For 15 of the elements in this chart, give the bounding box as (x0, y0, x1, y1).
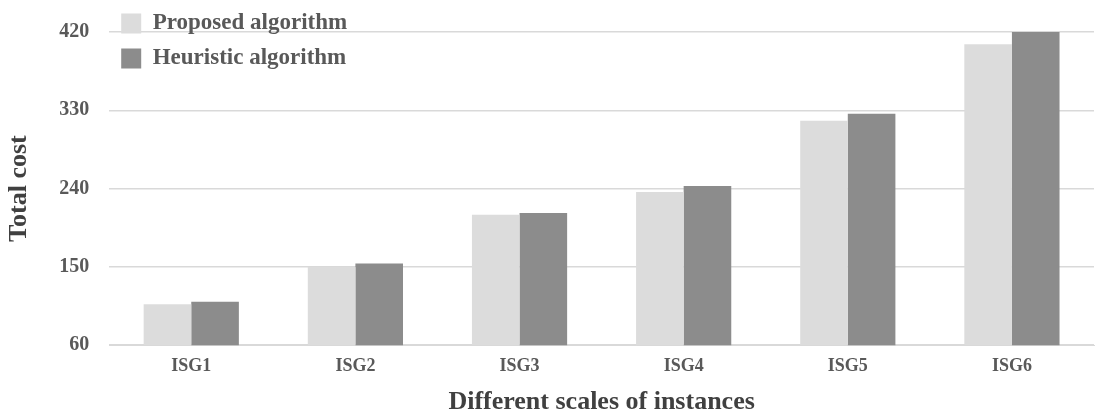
x-tick-label: ISG1 (171, 354, 212, 375)
y-tick-label: 420 (59, 19, 90, 42)
legend-label: Proposed algorithm (152, 9, 348, 35)
x-tick-label: ISG6 (991, 354, 1032, 375)
x-tick-label: ISG3 (499, 354, 540, 375)
legend-label: Heuristic algorithm (152, 44, 347, 70)
x-axis-title: Different scales of instances (448, 386, 755, 416)
x-tick-label: ISG5 (827, 354, 868, 375)
y-tick-label: 150 (59, 254, 90, 277)
x-tick-label: ISG4 (663, 354, 704, 375)
y-tick-label: 240 (59, 175, 90, 198)
y-tick-label: 330 (59, 97, 90, 120)
x-tick-label: ISG2 (335, 354, 376, 375)
y-tick-label: 60 (69, 332, 90, 355)
y-axis-title: Total cost (3, 134, 33, 242)
